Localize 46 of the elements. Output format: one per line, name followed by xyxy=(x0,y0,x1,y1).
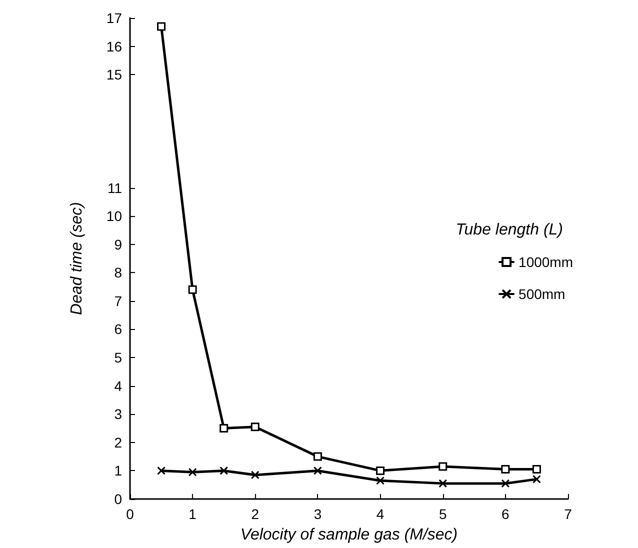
y-tick-label: 10 xyxy=(106,208,122,224)
y-tick-label: 9 xyxy=(114,236,122,252)
y-tick-label: 15 xyxy=(106,66,122,83)
y-tick-label: 6 xyxy=(114,321,122,338)
x-tick-label: 2 xyxy=(251,506,260,522)
y-tick-label: 2 xyxy=(114,434,122,450)
point xyxy=(188,468,197,476)
point xyxy=(532,474,541,484)
x-axis-title: Velocity of sample gas (M/sec) xyxy=(240,526,458,544)
legend-label: 1000mm xyxy=(518,254,573,270)
point xyxy=(220,466,228,475)
point xyxy=(250,422,260,432)
y-tick-label: 5 xyxy=(114,350,122,366)
y-tick-label: 4 xyxy=(114,378,122,394)
point xyxy=(220,424,228,433)
x-tick-label: 3 xyxy=(314,506,322,522)
x-tick-label: 4 xyxy=(376,506,384,522)
point xyxy=(438,462,448,471)
point xyxy=(313,452,322,461)
point xyxy=(157,22,166,31)
y-tick-label: 8 xyxy=(114,264,122,281)
x-tick-label: 7 xyxy=(564,506,572,522)
point xyxy=(188,285,197,294)
y-tick-label: 0 xyxy=(114,491,122,507)
x-tick-label: 0 xyxy=(126,506,134,522)
point xyxy=(157,466,166,475)
legend-label: 500mm xyxy=(518,286,566,302)
y-tick-label: 7 xyxy=(114,292,122,309)
y-axis-title: Dead time (sec) xyxy=(68,202,86,315)
y-tick-label: 11 xyxy=(107,180,122,196)
x-tick-label: 1 xyxy=(188,506,197,522)
legend-title: Tube length (L) xyxy=(456,222,564,238)
point xyxy=(532,465,541,474)
point xyxy=(250,470,260,480)
x-tick-label: 6 xyxy=(502,506,510,522)
point xyxy=(376,476,385,485)
x-tick-label: 5 xyxy=(438,506,447,522)
y-tick-label: 1 xyxy=(114,462,122,479)
y-tick-label: 3 xyxy=(114,406,122,422)
point xyxy=(313,466,322,475)
point xyxy=(438,479,448,488)
y-tick-label: 16 xyxy=(106,38,122,54)
y-tick-label: 17 xyxy=(106,10,122,26)
point xyxy=(501,479,510,488)
point xyxy=(501,465,510,474)
point xyxy=(376,466,385,475)
